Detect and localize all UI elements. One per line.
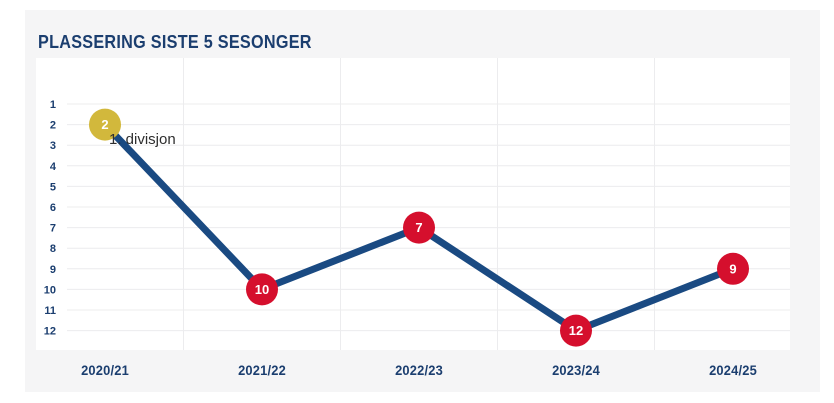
y-axis-label: 3 xyxy=(50,140,56,152)
data-point-label: 9 xyxy=(729,261,736,276)
y-axis-label: 4 xyxy=(50,161,57,173)
x-axis-labels: 2020/21 2021/22 2022/23 2023/24 2024/25 xyxy=(25,362,820,382)
x-axis-label: 2020/21 xyxy=(81,362,129,378)
plot-area: 1 2 3 4 5 6 7 8 9 10 11 12 2 10 7 12 9 1. divisjon xyxy=(36,58,790,350)
x-axis-label: 2022/23 xyxy=(395,362,443,378)
data-point-label: 2 xyxy=(101,117,108,132)
data-point-marker[interactable] xyxy=(560,314,592,347)
data-point-label: 12 xyxy=(569,323,583,338)
data-point-label: 7 xyxy=(415,220,422,235)
y-axis-label: 10 xyxy=(44,284,56,296)
data-point-marker[interactable] xyxy=(89,108,121,141)
y-axis-label: 7 xyxy=(50,223,56,235)
y-axis-label: 1 xyxy=(50,99,56,111)
chart-title: PLASSERING SISTE 5 SESONGER xyxy=(38,32,312,52)
y-axis-label: 12 xyxy=(44,326,56,338)
chart-card: PLASSERING SISTE 5 SESONGER 1 2 3 4 5 6 7 8 9 10 1… xyxy=(25,10,820,392)
y-axis-label: 6 xyxy=(50,202,56,214)
data-point-label: 10 xyxy=(255,282,269,297)
annotation-divisjon: 1. divisjon xyxy=(109,131,176,148)
y-axis-label: 8 xyxy=(50,243,56,255)
y-axis-label: 11 xyxy=(44,305,56,317)
data-point-marker[interactable] xyxy=(403,211,435,244)
x-axis-label: 2023/24 xyxy=(552,362,600,378)
data-point-marker[interactable] xyxy=(246,273,278,306)
x-axis-label: 2021/22 xyxy=(238,362,286,378)
x-axis-label: 2024/25 xyxy=(709,362,757,378)
data-point-marker[interactable] xyxy=(717,252,749,285)
y-axis-label: 5 xyxy=(50,181,56,193)
y-axis-label: 2 xyxy=(50,120,56,132)
y-axis-label: 9 xyxy=(50,264,56,276)
